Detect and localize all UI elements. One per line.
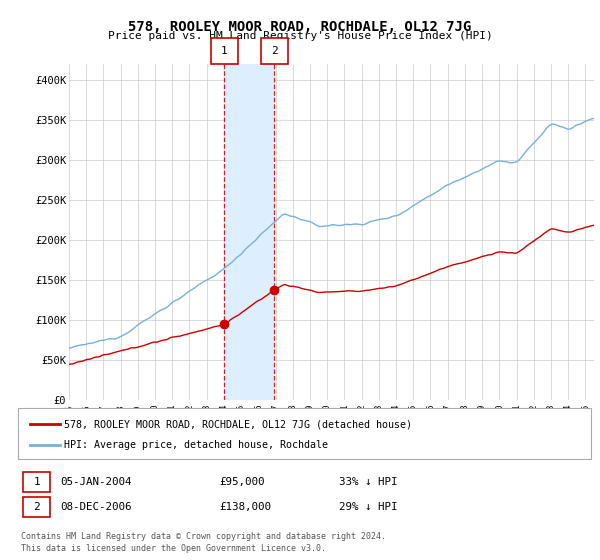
- Text: £138,000: £138,000: [219, 502, 271, 512]
- Text: 2: 2: [271, 46, 278, 56]
- Text: 2: 2: [33, 502, 40, 512]
- Text: £95,000: £95,000: [219, 477, 265, 487]
- Bar: [224, 64, 274, 400]
- Text: 1: 1: [33, 477, 40, 487]
- Text: Price paid vs. HM Land Registry's House Price Index (HPI): Price paid vs. HM Land Registry's House …: [107, 31, 493, 41]
- Text: 578, ROOLEY MOOR ROAD, ROCHDALE, OL12 7JG (detached house): 578, ROOLEY MOOR ROAD, ROCHDALE, OL12 7J…: [64, 419, 412, 430]
- Text: 578, ROOLEY MOOR ROAD, ROCHDALE, OL12 7JG: 578, ROOLEY MOOR ROAD, ROCHDALE, OL12 7J…: [128, 20, 472, 34]
- Text: This data is licensed under the Open Government Licence v3.0.: This data is licensed under the Open Gov…: [21, 544, 326, 553]
- Text: 05-JAN-2004: 05-JAN-2004: [60, 477, 131, 487]
- Text: 08-DEC-2006: 08-DEC-2006: [60, 502, 131, 512]
- Text: 1: 1: [221, 46, 227, 56]
- Text: 33% ↓ HPI: 33% ↓ HPI: [339, 477, 398, 487]
- Text: 29% ↓ HPI: 29% ↓ HPI: [339, 502, 398, 512]
- Text: Contains HM Land Registry data © Crown copyright and database right 2024.: Contains HM Land Registry data © Crown c…: [21, 532, 386, 541]
- Text: HPI: Average price, detached house, Rochdale: HPI: Average price, detached house, Roch…: [64, 440, 328, 450]
